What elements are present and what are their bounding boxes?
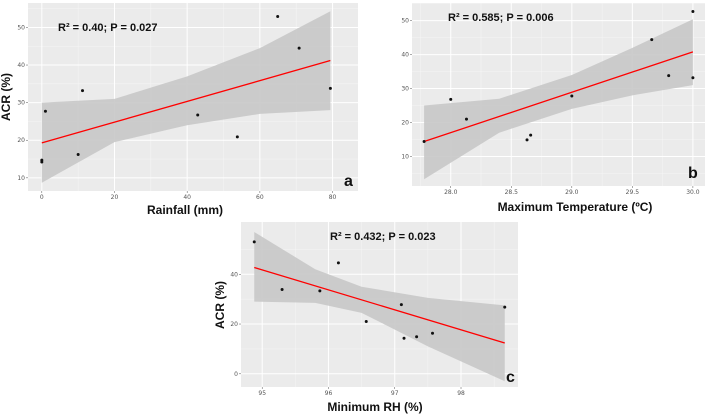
y-tick-label: 10 xyxy=(17,175,25,182)
data-point xyxy=(336,261,340,265)
data-point xyxy=(297,46,301,50)
regression-line xyxy=(254,266,505,344)
data-point xyxy=(464,117,468,121)
stats-annotation: R² = 0.432; P = 0.023 xyxy=(330,231,436,243)
y-tick-label: 40 xyxy=(401,52,409,59)
regression-line xyxy=(423,51,694,143)
data-point xyxy=(399,303,403,307)
data-point xyxy=(667,74,671,78)
confidence-band xyxy=(254,231,505,382)
data-point xyxy=(276,15,280,19)
data-point xyxy=(415,335,419,339)
x-tick-label: 80 xyxy=(329,194,337,201)
data-point xyxy=(422,140,426,144)
stats-annotation: R² = 0.585; P = 0.006 xyxy=(448,12,554,24)
data-point xyxy=(196,113,200,117)
y-tick-label: 10 xyxy=(401,153,409,160)
x-tick-label: 40 xyxy=(183,194,191,201)
y-axis-label: ACR (%) xyxy=(0,73,13,121)
x-tick-label: 97 xyxy=(391,390,399,397)
y-tick-label: 50 xyxy=(401,18,409,25)
data-point xyxy=(318,289,322,293)
x-axis-label: Rainfall (mm) xyxy=(147,203,223,217)
y-tick-label: 20 xyxy=(17,137,25,144)
data-point xyxy=(81,89,85,93)
x-tick-label: 0 xyxy=(40,194,44,201)
data-point xyxy=(40,158,44,162)
x-tick-label: 29.0 xyxy=(565,189,579,196)
data-point xyxy=(570,94,574,98)
regression-line xyxy=(41,59,331,144)
data-point xyxy=(252,240,256,244)
panel-c: 95 96 97 98 0 20 40 R² = 0.432; P = 0.023 Minimu… xyxy=(213,222,518,414)
data-point xyxy=(503,305,507,309)
data-point xyxy=(525,138,529,142)
data-point xyxy=(529,133,533,137)
panel-b: 28.0 28.5 29.0 29.5 30.0 10 20 30 40 50 R² = 0.585… xyxy=(401,3,705,214)
panel-letter: c xyxy=(506,369,515,386)
y-tick-label: 20 xyxy=(401,120,409,127)
x-tick-label: 30.0 xyxy=(686,189,700,196)
x-tick-label: 95 xyxy=(258,390,266,397)
confidence-band xyxy=(41,11,331,183)
y-tick-label: 30 xyxy=(17,100,25,107)
x-tick-label: 20 xyxy=(111,194,119,201)
stats-annotation: R² = 0.40; P = 0.027 xyxy=(58,22,157,34)
y-tick-label: 50 xyxy=(17,24,25,31)
panel-letter: a xyxy=(344,173,353,190)
y-tick-label: 40 xyxy=(17,62,25,69)
x-tick-label: 29.5 xyxy=(626,189,640,196)
data-point xyxy=(76,153,80,157)
x-axis-label: Minimum RH (%) xyxy=(327,400,422,414)
x-tick-label: 28.5 xyxy=(505,189,519,196)
data-point xyxy=(691,76,695,80)
y-tick-label: 30 xyxy=(401,86,409,93)
data-point xyxy=(691,9,695,13)
x-axis-label: Maximum Temperature (ºC) xyxy=(498,200,653,214)
y-axis-label: ACR (%) xyxy=(213,281,227,329)
x-tick-label: 98 xyxy=(457,390,465,397)
panel-letter: b xyxy=(688,165,698,182)
confidence-band xyxy=(424,19,693,180)
panel-a: 0 20 40 60 80 10 20 30 40 50 R² = 0.40; P = 0.027 R… xyxy=(0,3,358,217)
data-point xyxy=(364,320,368,324)
data-point xyxy=(449,97,453,101)
data-point xyxy=(650,38,654,42)
data-point xyxy=(431,331,435,335)
data-point xyxy=(43,109,47,113)
x-tick-label: 96 xyxy=(325,390,333,397)
x-tick-label: 60 xyxy=(256,194,264,201)
y-tick-label: 0 xyxy=(234,371,238,378)
data-point xyxy=(402,336,406,340)
y-tick-label: 40 xyxy=(230,271,238,278)
data-point xyxy=(235,135,239,139)
x-tick-label: 28.0 xyxy=(444,189,458,196)
data-point xyxy=(280,287,284,291)
y-tick-label: 20 xyxy=(230,321,238,328)
data-point xyxy=(328,86,332,90)
